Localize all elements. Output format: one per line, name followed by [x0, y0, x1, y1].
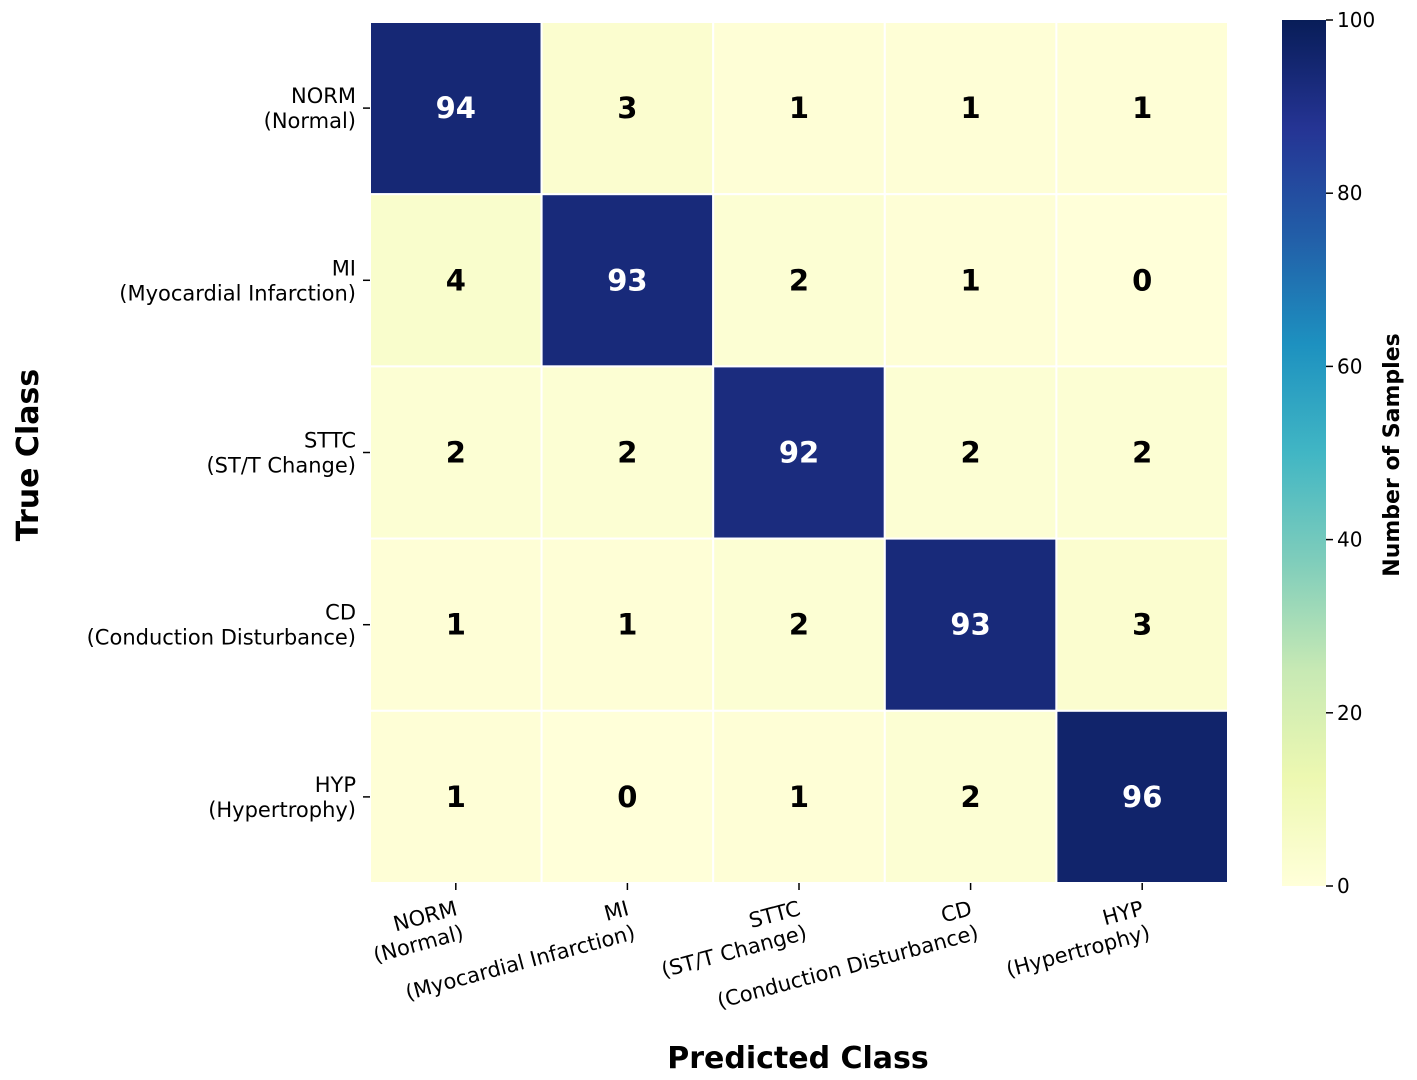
heatmap-cell	[712, 21, 886, 196]
cell-value-label: 1	[617, 608, 637, 642]
heatmap-cell	[1055, 709, 1230, 884]
cell-value-label: 2	[961, 436, 981, 470]
y-tick-label: STTC (ST/T Change)	[206, 429, 356, 478]
cell-value-label: 0	[617, 780, 637, 814]
x-axis-title: Predicted Class	[667, 1041, 929, 1076]
cell-value-label: 92	[779, 436, 819, 470]
heatmap-cell	[1055, 365, 1230, 540]
cell-value-label: 1	[446, 780, 466, 814]
cell-value-label: 1	[1132, 91, 1152, 125]
cell-value-label: 0	[1132, 263, 1152, 297]
colorbar-tick-label: 0	[1337, 874, 1350, 898]
colorbar-ticks: 0 20 40 60 80 100	[1326, 8, 1375, 898]
cell-value-label: 2	[617, 436, 637, 470]
x-tick-label: NORM(Normal)	[364, 896, 466, 967]
x-tick-label: HYP(Hypertrophy)	[997, 896, 1152, 982]
x-tick-label: STTC(ST/T Change)	[652, 896, 809, 982]
heatmap-cell	[883, 537, 1058, 712]
cell-value-label: 2	[789, 263, 809, 297]
cell-value-label: 96	[1122, 780, 1162, 814]
heatmap-cell	[369, 193, 543, 368]
y-axis-ticks: NORM (Normal) MI (Myocardial Infarction) STT…	[87, 84, 370, 822]
colorbar-tick-label: 40	[1337, 528, 1362, 552]
cell-value-label: 1	[789, 91, 809, 125]
cell-value-label: 93	[607, 263, 647, 297]
heatmap-cell	[540, 365, 715, 540]
cell-value-label: 93	[950, 608, 990, 642]
heatmap-cell	[883, 21, 1058, 196]
colorbar-title: Number of Samples	[1380, 333, 1405, 576]
colorbar-tick-label: 80	[1337, 181, 1362, 205]
heatmap-cell	[1055, 21, 1230, 196]
heatmap-cell	[1055, 193, 1230, 368]
cell-value-label: 2	[446, 436, 466, 470]
cell-value-label: 3	[617, 91, 637, 125]
heatmap-cell	[712, 193, 886, 368]
cell-value-label: 1	[961, 263, 981, 297]
cell-value-label: 2	[961, 780, 981, 814]
cell-value-label: 1	[789, 780, 809, 814]
heatmap-cell	[369, 709, 543, 884]
colorbar-tick-label: 20	[1337, 701, 1362, 725]
heatmap-cell	[712, 365, 886, 540]
heatmap-cell	[883, 365, 1058, 540]
y-axis-title: True Class	[11, 369, 46, 541]
cell-value-label: 3	[1132, 608, 1152, 642]
heatmap-cell	[540, 709, 715, 884]
heatmap-cell	[712, 709, 886, 884]
y-tick-label: HYP (Hypertrophy)	[208, 773, 356, 822]
heatmap-cell	[540, 537, 715, 712]
cell-value-label: 1	[446, 608, 466, 642]
heatmap-cell	[1055, 537, 1230, 712]
heatmap-cell	[540, 21, 715, 196]
heatmap-cell-labels: 94 3 1 1 1 4 93 2 1 0 2 2 92 2 2 1 1 2 93 3 1 0 1 2 96	[436, 91, 1163, 814]
heatmap-cell	[712, 537, 886, 712]
y-tick-label: MI (Myocardial Infarction)	[119, 256, 356, 305]
cell-value-label: 2	[1132, 436, 1152, 470]
x-axis-ticks: NORM(Normal)MI(Myocardial Infarction)STT…	[364, 883, 1153, 1013]
y-tick-label: CD (Conduction Disturbance)	[87, 601, 356, 650]
y-tick-label: NORM (Normal)	[264, 84, 356, 133]
cell-value-label: 94	[436, 91, 476, 125]
colorbar-tick-label: 60	[1337, 354, 1362, 378]
colorbar-gradient	[1282, 20, 1326, 886]
colorbar-tick-label: 100	[1337, 8, 1375, 32]
cell-value-label: 1	[961, 91, 981, 125]
colorbar: 0 20 40 60 80 100 Number of Samples	[1282, 8, 1405, 898]
heatmap-cells	[369, 21, 1230, 884]
cell-value-label: 2	[789, 608, 809, 642]
cell-value-label: 4	[446, 263, 466, 297]
heatmap-cell	[369, 21, 543, 196]
